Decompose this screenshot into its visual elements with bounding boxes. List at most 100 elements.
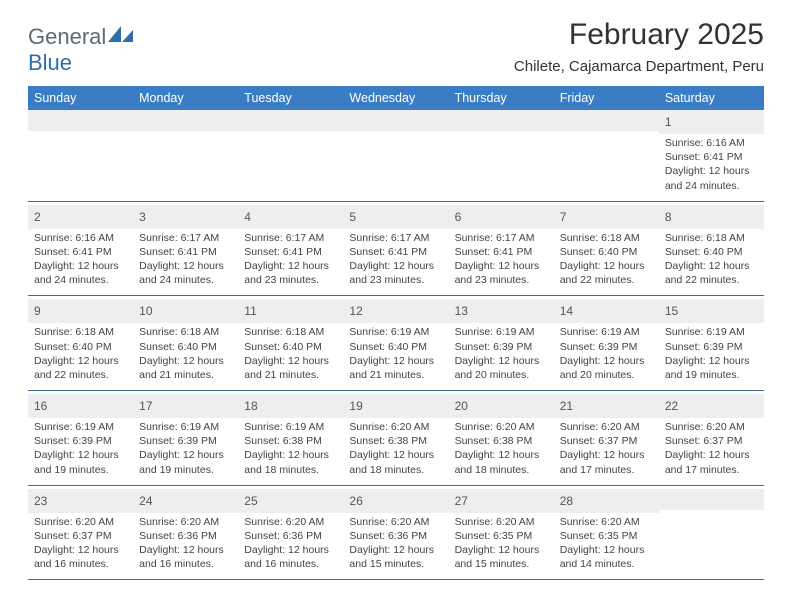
day-number: 17	[139, 399, 152, 413]
day-number: 10	[139, 304, 152, 318]
calendar-day: 6Sunrise: 6:17 AMSunset: 6:41 PMDaylight…	[449, 205, 554, 296]
day-detail-line: Sunrise: 6:17 AM	[139, 231, 232, 245]
day-detail-line: Sunrise: 6:20 AM	[455, 515, 548, 529]
calendar-day: 5 Sunrise: 6:17 AMSunset: 6:41 PMDaylight…	[343, 205, 448, 296]
day-body: Sunrise: 6:20 AMSunset: 6:35 PMDaylight:…	[449, 513, 554, 580]
day-number: 6	[455, 210, 462, 224]
day-number-row-empty	[554, 110, 659, 131]
day-detail-line: Daylight: 12 hours and 24 minutes.	[139, 259, 232, 287]
day-body: Sunrise: 6:16 AMSunset: 6:41 PMDaylight:…	[659, 134, 764, 201]
day-number-row: 13	[449, 299, 554, 323]
day-number-row: 14	[554, 299, 659, 323]
day-number-row: 4	[238, 205, 343, 229]
day-detail-line: Sunset: 6:39 PM	[139, 434, 232, 448]
calendar-day-empty	[238, 110, 343, 201]
day-number: 15	[665, 304, 678, 318]
day-detail-line: Sunset: 6:39 PM	[560, 340, 653, 354]
calendar-day-empty	[343, 110, 448, 201]
day-detail-line: Sunset: 6:41 PM	[455, 245, 548, 259]
day-detail-line: Sunset: 6:37 PM	[34, 529, 127, 543]
day-detail-line: Sunrise: 6:18 AM	[244, 325, 337, 339]
day-number-row: 23	[28, 489, 133, 513]
day-body: Sunrise: 6:17 AMSunset: 6:41 PMDaylight:…	[133, 229, 238, 296]
day-number-row-empty	[343, 110, 448, 131]
day-detail-line: Sunrise: 6:19 AM	[560, 325, 653, 339]
day-detail-line: Sunset: 6:40 PM	[244, 340, 337, 354]
day-detail-line: Sunset: 6:37 PM	[560, 434, 653, 448]
day-number-row: 11	[238, 299, 343, 323]
day-body: Sunrise: 6:20 AMSunset: 6:36 PMDaylight:…	[343, 513, 448, 580]
day-number: 23	[34, 494, 47, 508]
day-detail-line: Sunset: 6:36 PM	[139, 529, 232, 543]
week-row: 16Sunrise: 6:19 AMSunset: 6:39 PMDayligh…	[28, 394, 764, 486]
day-number-row-empty	[449, 110, 554, 131]
day-number: 9	[34, 304, 41, 318]
calendar-day: 28Sunrise: 6:20 AMSunset: 6:35 PMDayligh…	[554, 489, 659, 580]
day-number: 18	[244, 399, 257, 413]
day-detail-line: Daylight: 12 hours and 24 minutes.	[34, 259, 127, 287]
day-number: 5	[349, 210, 356, 224]
day-detail-line: Sunrise: 6:18 AM	[665, 231, 758, 245]
day-body: Sunrise: 6:19 AMSunset: 6:39 PMDaylight:…	[133, 418, 238, 485]
day-number-row: 2	[28, 205, 133, 229]
day-body	[238, 131, 343, 195]
day-number: 7	[560, 210, 567, 224]
day-detail-line: Sunset: 6:36 PM	[349, 529, 442, 543]
weekday-header: Friday	[554, 86, 659, 110]
day-body: Sunrise: 6:19 AMSunset: 6:39 PMDaylight:…	[554, 323, 659, 390]
day-number-row: 5	[343, 205, 448, 229]
day-detail-line: Sunrise: 6:16 AM	[665, 136, 758, 150]
day-detail-line: Daylight: 12 hours and 16 minutes.	[34, 543, 127, 571]
calendar-day-empty	[28, 110, 133, 201]
day-detail-line: Sunrise: 6:18 AM	[139, 325, 232, 339]
day-number: 14	[560, 304, 573, 318]
day-detail-line: Daylight: 12 hours and 17 minutes.	[665, 448, 758, 476]
day-number-row: 21	[554, 394, 659, 418]
day-body	[554, 131, 659, 195]
day-detail-line: Sunset: 6:40 PM	[665, 245, 758, 259]
day-detail-line: Daylight: 12 hours and 23 minutes.	[244, 259, 337, 287]
day-detail-line: Sunrise: 6:20 AM	[139, 515, 232, 529]
day-body	[449, 131, 554, 195]
calendar-day: 23Sunrise: 6:20 AMSunset: 6:37 PMDayligh…	[28, 489, 133, 580]
weeks-container: 1Sunrise: 6:16 AMSunset: 6:41 PMDaylight…	[28, 110, 764, 580]
calendar-day: 2Sunrise: 6:16 AMSunset: 6:41 PMDaylight…	[28, 205, 133, 296]
day-number: 27	[455, 494, 468, 508]
location-subtitle: Chilete, Cajamarca Department, Peru	[514, 58, 764, 75]
day-detail-line: Sunrise: 6:20 AM	[560, 420, 653, 434]
day-detail-line: Daylight: 12 hours and 21 minutes.	[139, 354, 232, 382]
day-detail-line: Sunset: 6:40 PM	[139, 340, 232, 354]
day-body: Sunrise: 6:17 AMSunset: 6:41 PMDaylight:…	[343, 229, 448, 296]
day-number: 2	[34, 210, 41, 224]
calendar-day: 20Sunrise: 6:20 AMSunset: 6:38 PMDayligh…	[449, 394, 554, 485]
calendar-day: 4Sunrise: 6:17 AMSunset: 6:41 PMDaylight…	[238, 205, 343, 296]
day-body	[343, 131, 448, 195]
day-detail-line: Sunset: 6:37 PM	[665, 434, 758, 448]
sail-icon	[108, 26, 134, 44]
logo-word-2: Blue	[28, 50, 72, 75]
day-body: Sunrise: 6:20 AMSunset: 6:35 PMDaylight:…	[554, 513, 659, 580]
day-detail-line: Sunset: 6:41 PM	[34, 245, 127, 259]
day-detail-line: Daylight: 12 hours and 18 minutes.	[244, 448, 337, 476]
day-body: Sunrise: 6:18 AMSunset: 6:40 PMDaylight:…	[554, 229, 659, 296]
day-number-row: 17	[133, 394, 238, 418]
day-number-row-empty	[659, 489, 764, 510]
day-detail-line: Daylight: 12 hours and 18 minutes.	[455, 448, 548, 476]
calendar-day: 12Sunrise: 6:19 AMSunset: 6:40 PMDayligh…	[343, 299, 448, 390]
day-body: Sunrise: 6:19 AMSunset: 6:39 PMDaylight:…	[28, 418, 133, 485]
day-detail-line: Sunset: 6:38 PM	[349, 434, 442, 448]
day-detail-line: Daylight: 12 hours and 24 minutes.	[665, 164, 758, 192]
day-body: Sunrise: 6:17 AMSunset: 6:41 PMDaylight:…	[238, 229, 343, 296]
day-number: 20	[455, 399, 468, 413]
day-detail-line: Sunrise: 6:19 AM	[139, 420, 232, 434]
calendar-day: 15Sunrise: 6:19 AMSunset: 6:39 PMDayligh…	[659, 299, 764, 390]
day-detail-line: Daylight: 12 hours and 19 minutes.	[139, 448, 232, 476]
day-number-row: 12	[343, 299, 448, 323]
day-number-row: 22	[659, 394, 764, 418]
calendar-day: 18Sunrise: 6:19 AMSunset: 6:38 PMDayligh…	[238, 394, 343, 485]
day-detail-line: Sunrise: 6:18 AM	[560, 231, 653, 245]
calendar-day: 26Sunrise: 6:20 AMSunset: 6:36 PMDayligh…	[343, 489, 448, 580]
day-detail-line: Daylight: 12 hours and 22 minutes.	[665, 259, 758, 287]
calendar-day-empty	[659, 489, 764, 580]
day-detail-line: Daylight: 12 hours and 23 minutes.	[349, 259, 442, 287]
